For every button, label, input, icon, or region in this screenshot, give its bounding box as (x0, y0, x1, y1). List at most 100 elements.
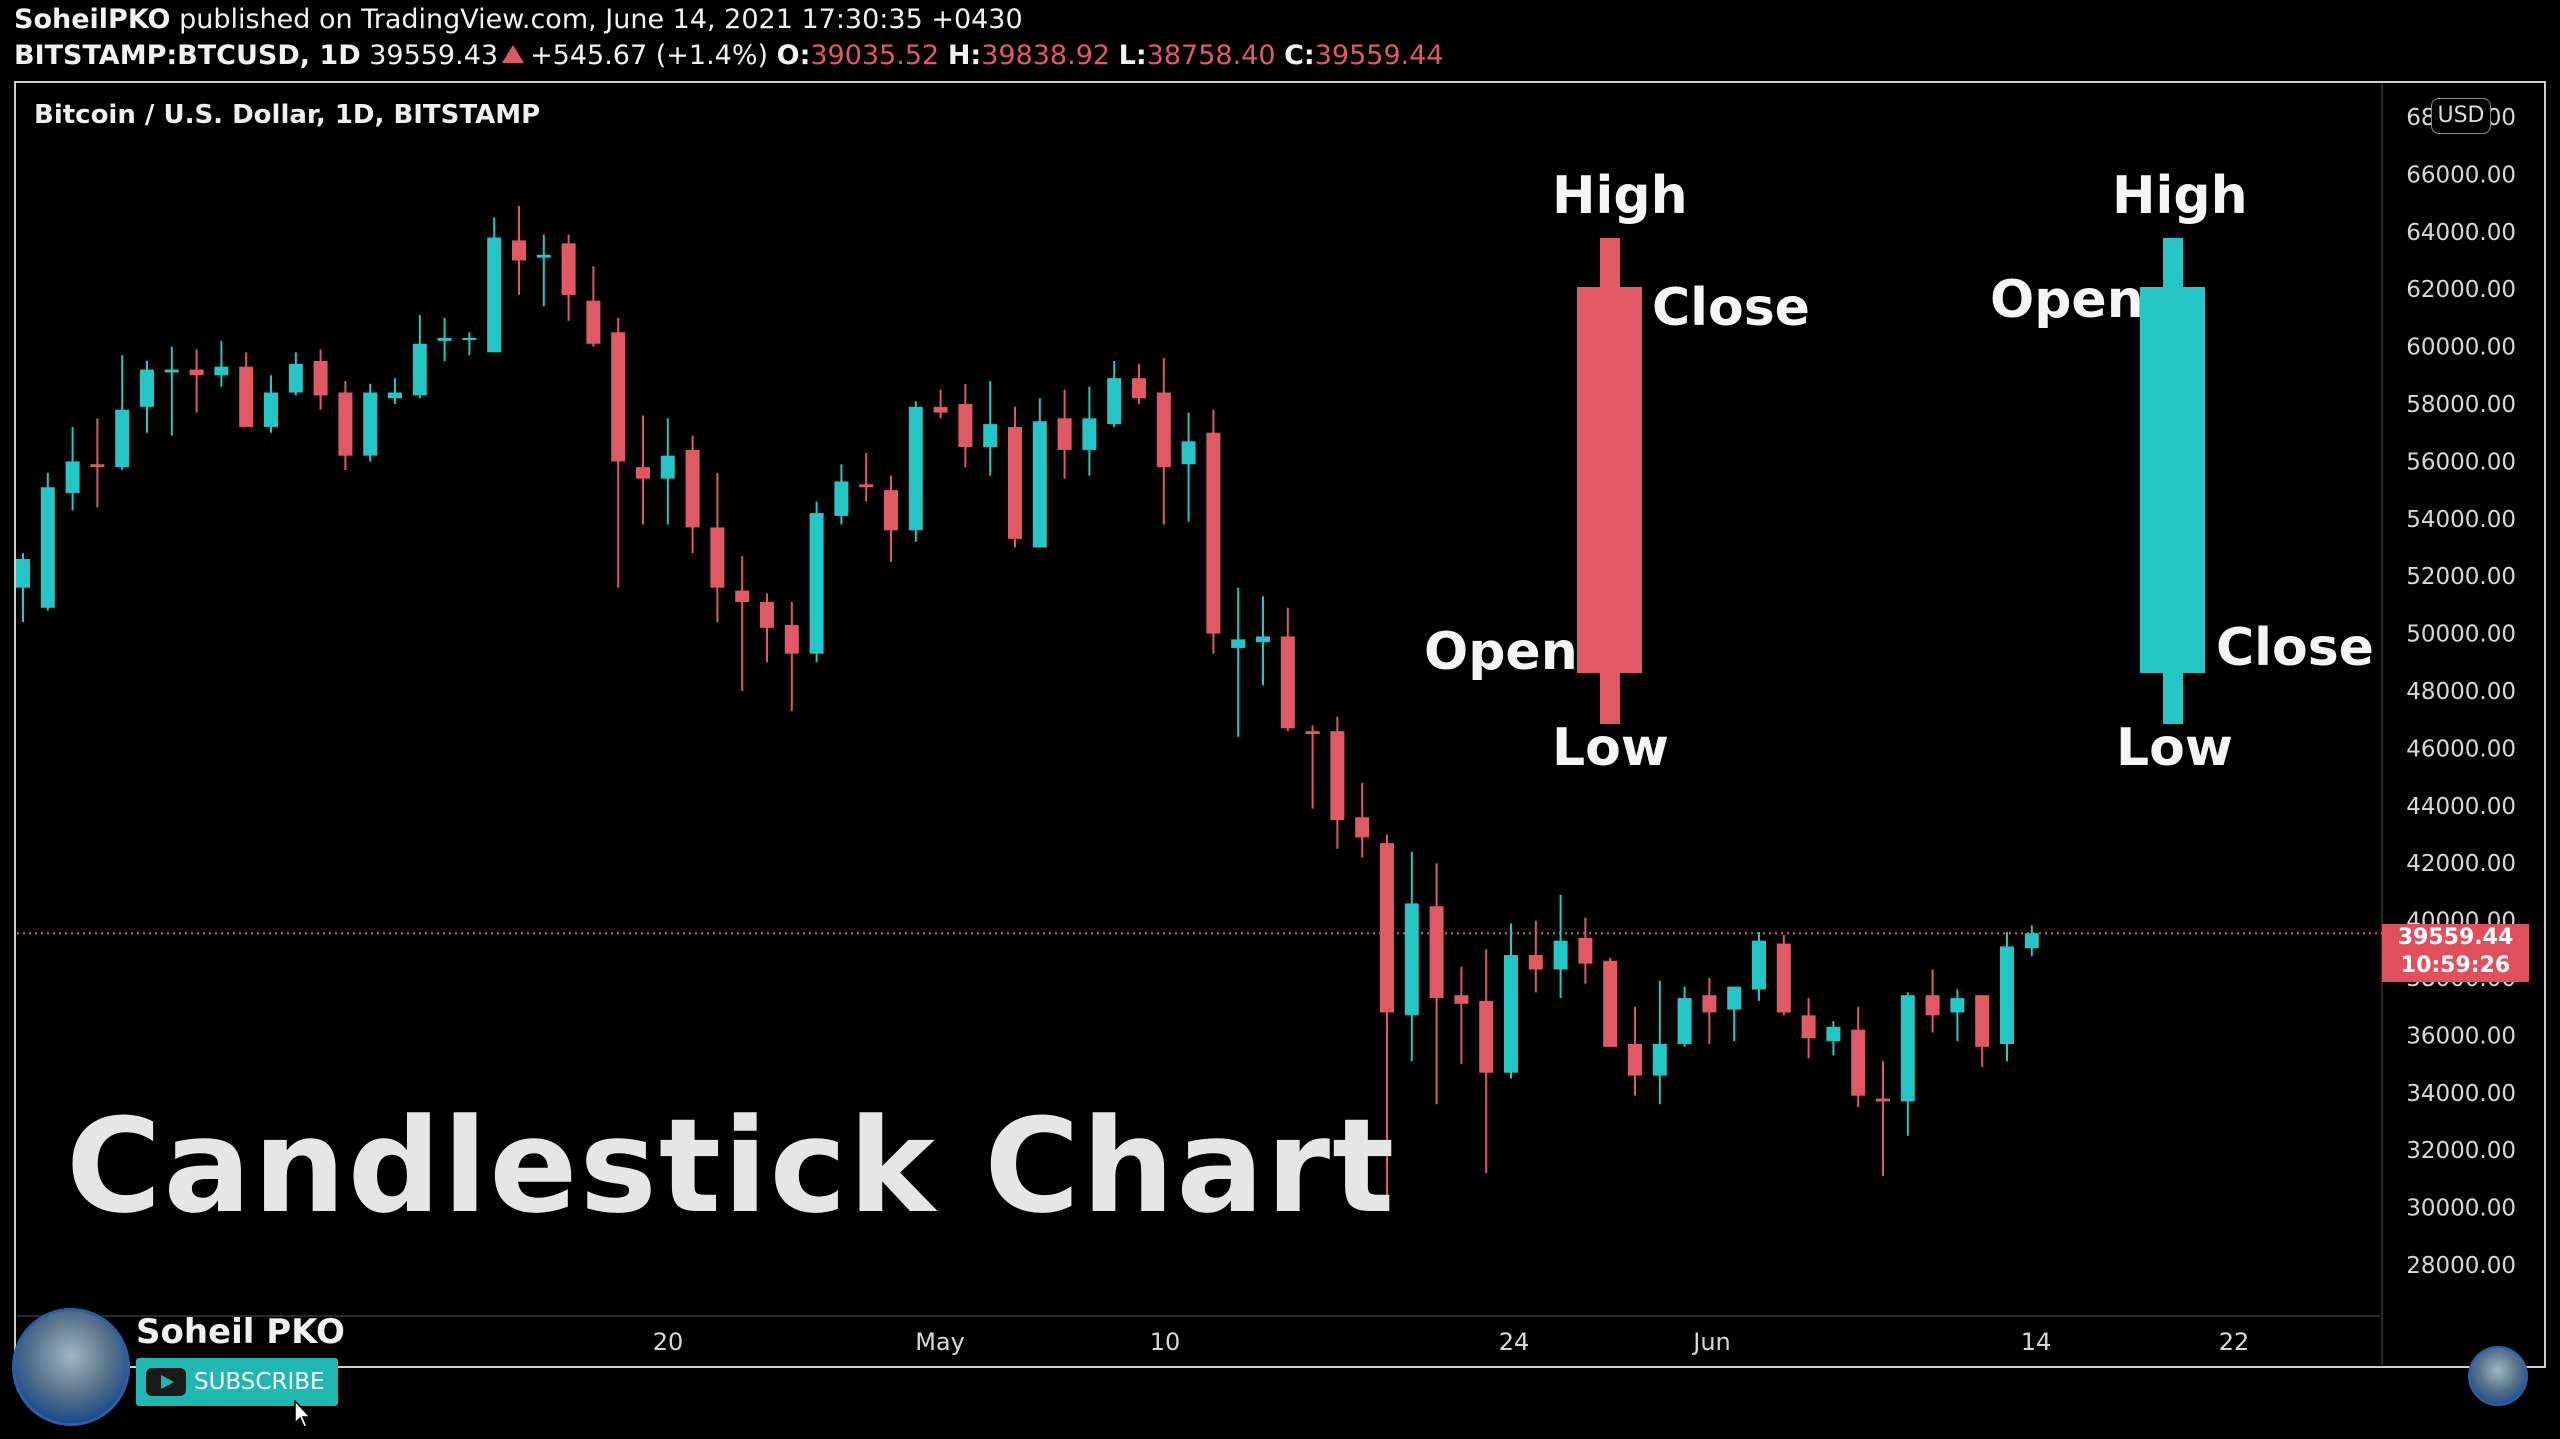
candle-body (1851, 1029, 1866, 1096)
candle (1950, 989, 1965, 1042)
y-tick-label: 54000.00 (2406, 507, 2516, 533)
candle-body (1280, 636, 1295, 729)
candle (1801, 998, 1816, 1059)
candle (685, 435, 700, 554)
candle (1429, 863, 1444, 1105)
candle (363, 383, 378, 462)
candle-body (1603, 960, 1618, 1047)
subscribe-button[interactable]: SUBSCRIBE (136, 1358, 338, 1406)
y-tick-label: 28000.00 (2406, 1253, 2516, 1279)
candle-body (388, 392, 402, 399)
candle (660, 418, 675, 525)
candle-body (586, 300, 601, 344)
candle (2024, 925, 2039, 957)
x-tick-label: Jun (1691, 1328, 1731, 1356)
candle (239, 352, 254, 427)
candle-body (512, 240, 526, 261)
y-tick-label: 44000.00 (2406, 794, 2516, 820)
candle-body (1429, 906, 1444, 999)
candle (636, 415, 650, 525)
candle-body (1380, 843, 1394, 1013)
candle (1727, 986, 1742, 1042)
candle-body (1305, 731, 1320, 735)
low-value: 38758.40 (1146, 40, 1276, 71)
candle (1702, 978, 1717, 1045)
candle (189, 349, 204, 413)
bearish-low-label: Low (1552, 718, 1669, 778)
close-value: 39559.44 (1314, 40, 1444, 71)
candle-body (1206, 432, 1221, 634)
candle-body (65, 461, 80, 493)
candle-body (660, 455, 675, 479)
change-value: +545.67 (+1.4%) (530, 40, 769, 71)
candle (65, 426, 80, 511)
candle (1752, 932, 1766, 1001)
bearish-high-label: High (1552, 166, 1688, 226)
x-tick-label: May (915, 1328, 965, 1356)
candle-body (561, 243, 576, 295)
bullish-high-label: High (2112, 166, 2248, 226)
candle (1528, 920, 1543, 993)
candle-body (164, 369, 179, 373)
candle (1206, 409, 1221, 654)
candles (16, 205, 2039, 1205)
candle-body (90, 464, 105, 468)
channel-avatar[interactable] (12, 1308, 130, 1426)
published-text: published on TradingView.com, June 14, 2… (179, 4, 1023, 35)
candle (1925, 969, 1940, 1033)
candle-body (784, 624, 799, 654)
y-tick-label: 58000.00 (2406, 392, 2516, 418)
subscribe-label: SUBSCRIBE (194, 1369, 325, 1395)
candle-body (1256, 636, 1270, 643)
bearish-open-label: Open (1424, 622, 1578, 682)
chart-title: Bitcoin / U.S. Dollar, 1D, BITSTAMP (34, 100, 541, 130)
candle (1603, 957, 1618, 1047)
publish-info: SoheilPKO published on TradingView.com, … (14, 4, 1023, 35)
candle-body (760, 602, 774, 628)
candle-body (40, 487, 55, 608)
candle (264, 375, 278, 433)
candle-body (1578, 937, 1593, 964)
y-tick-label: 64000.00 (2406, 220, 2516, 246)
y-tick-label: 66000.00 (2406, 162, 2516, 188)
youtube-play-icon (146, 1368, 186, 1396)
candle-body (611, 332, 626, 462)
candle-body (1925, 995, 1940, 1016)
channel-name[interactable]: Soheil PKO (136, 1312, 345, 1352)
candle (1776, 934, 1791, 1016)
candle (735, 556, 750, 691)
candle (1652, 980, 1667, 1105)
candle-body (363, 392, 378, 456)
candle-body (313, 360, 328, 396)
candle-body (1900, 995, 1915, 1102)
candle (16, 553, 30, 623)
candle-body (437, 337, 452, 341)
y-tick-label: 62000.00 (2406, 277, 2516, 303)
candle-body (1330, 731, 1345, 821)
ohlc-line: BITSTAMP:BTCUSD, 1D 39559.43 +545.67 (+1.… (14, 40, 1444, 71)
candle-body (1032, 421, 1047, 548)
candle (1355, 782, 1370, 858)
candle (561, 234, 576, 321)
candle (1479, 949, 1494, 1174)
candle (1404, 851, 1419, 1062)
candle-body (859, 484, 874, 488)
symbol-label: BITSTAMP:BTCUSD, 1D (14, 40, 361, 71)
candle-body (735, 590, 750, 603)
candle-body (264, 392, 278, 427)
candle (115, 355, 130, 471)
last-price: 39559.43 (369, 40, 499, 71)
candle-body (412, 343, 427, 396)
candle-body (983, 424, 998, 448)
currency-button[interactable]: USD (2431, 98, 2491, 134)
bullish-open-label: Open (1990, 270, 2144, 330)
watermark-avatar (2468, 1346, 2528, 1406)
open-label: O: (776, 40, 811, 71)
candle-body (710, 527, 725, 588)
candle-body (1107, 378, 1122, 425)
low-label: L: (1118, 40, 1147, 71)
candle (487, 217, 502, 353)
y-tick-label: 60000.00 (2406, 335, 2516, 361)
candle-body (239, 366, 254, 427)
